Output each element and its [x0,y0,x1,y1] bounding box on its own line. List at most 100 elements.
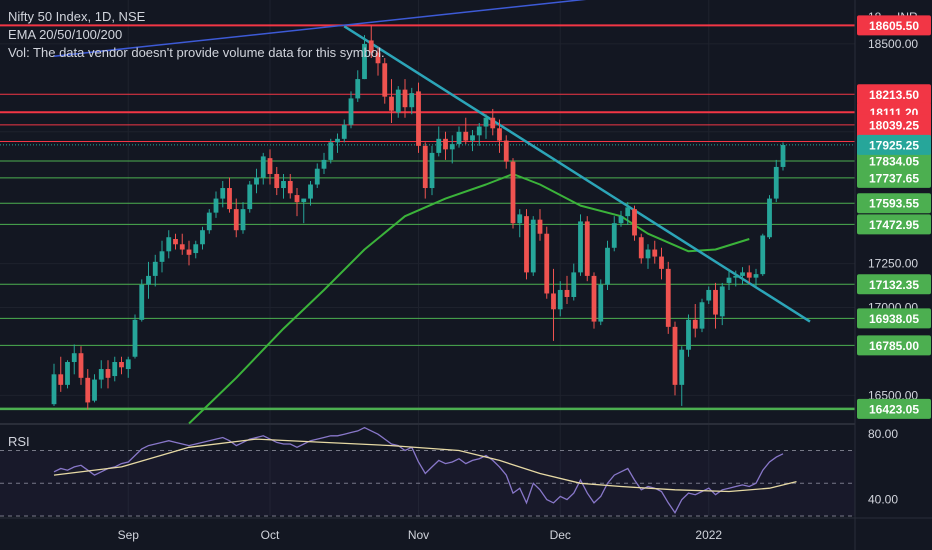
candle-body [692,319,698,329]
candle-body [389,96,394,111]
candle-body [105,369,111,378]
candle-body [200,230,205,245]
candle-body [706,289,712,301]
candle-body [591,275,597,322]
support-price-label: 16938.05 [869,312,919,326]
support-price-label-bg [857,335,931,356]
candle-body [733,275,739,278]
candle-body [125,359,131,370]
price-badges: 18605.5018213.5018111.2018039.2517944.55… [857,15,931,419]
time-tick-label: Dec [550,528,571,542]
candle-body [443,138,448,150]
candle-body [449,144,455,150]
candle-body [85,377,91,403]
support-price-label: 17834.05 [869,154,919,168]
candle-body [409,93,415,108]
indicator-label[interactable]: EMA 20/50/100/200 [8,27,123,42]
candle-body [679,349,685,385]
support-price-label: 16785.00 [869,339,919,353]
candle-body [341,124,347,139]
support-price-label-bg [857,274,931,295]
candle-body [537,219,543,234]
candle-body [456,131,462,145]
candle-body [274,173,280,189]
symbol-title[interactable]: Nifty 50 Index, 1D, NSE [8,9,146,24]
drawn-lines [53,0,811,323]
candle-body [78,353,84,378]
candle-body [740,272,745,276]
candle-body [308,184,313,199]
ema-curve [188,173,750,425]
rsi-ma-line [53,438,797,493]
resistance-price-label-bg [857,84,931,105]
support-price-label-bg [857,150,931,171]
candle-body [355,79,361,99]
last-price-label: 17925.25 [869,138,919,152]
support-price-label: 17132.35 [869,278,919,292]
candle-body [314,168,320,185]
rsi-band-fill [0,450,855,516]
resistance-price-label-bg [857,114,931,135]
candle-body [139,284,145,320]
candle-body [254,177,259,185]
candle-body [159,251,165,262]
candle-body [152,261,158,276]
candle-body [51,374,57,405]
price-tick-label: 16500.00 [868,388,918,402]
resistance-price-label: 18605.50 [869,19,919,33]
candle-body [368,40,374,53]
time-tick-label: 2022 [695,528,722,542]
support-price-label-bg [857,308,931,329]
support-price-label-bg [857,214,931,235]
candle-body [58,374,64,385]
candle-body [395,89,401,113]
candle-body [638,237,644,259]
candle-body [773,166,779,199]
candle-body [92,379,97,401]
candle-body [530,219,536,273]
candle-body [382,63,388,97]
candle-body [665,268,671,327]
candle-body [544,233,550,294]
candle-body [618,216,624,224]
candle-body [524,216,529,273]
ema-line [188,173,750,425]
candle-body [233,209,239,231]
candle-body [348,98,354,125]
candle-body [186,249,192,255]
time-tick-label: Oct [261,528,280,542]
rsi-label[interactable]: RSI [8,434,30,449]
candle-body [746,272,752,278]
candle-body [551,293,556,310]
support-price-label: 16423.05 [869,402,919,416]
time-tick-label: Sep [118,528,140,542]
support-price-label-bg [857,167,931,188]
candle-body [98,369,104,380]
candle-body [476,126,482,136]
trend-line [343,25,811,323]
support-price-label-bg [857,398,931,419]
rsi-tick-label: 80.00 [868,427,898,441]
candle-body [726,277,732,283]
candle-body [780,144,786,167]
candle-body [247,184,253,210]
candle-body [301,198,307,203]
candle-body [598,284,604,322]
candle-body [132,319,138,357]
resistance-price-label: 18213.50 [869,88,919,102]
rsi-pane [0,426,855,517]
volume-note: Vol: The data vendor doesn't provide vol… [8,45,385,60]
candle-body [287,181,293,194]
candle-body [510,161,516,224]
candle-body [719,286,725,317]
candle-body [632,209,637,236]
candle-body [659,256,664,269]
candle-body [260,156,266,178]
support-price-label: 17472.95 [869,218,919,232]
candle-body [767,198,772,238]
candle-body [517,214,523,224]
rsi-line [53,426,784,514]
candle-body [584,221,590,276]
candle-body [713,289,718,315]
